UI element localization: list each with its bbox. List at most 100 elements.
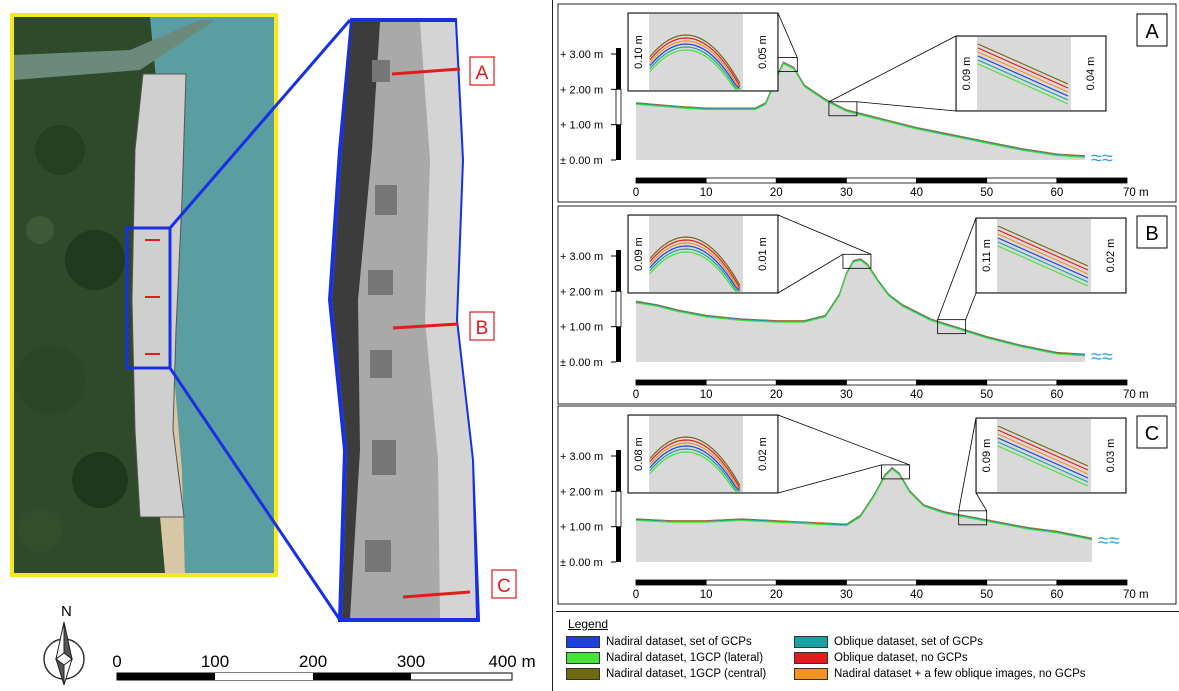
inset-locator <box>958 510 988 526</box>
x-axis-segment <box>1056 177 1128 184</box>
inset-line <box>997 245 1089 287</box>
x-axis-segment <box>775 177 847 184</box>
profile-charts-svg: + 3.00 m + 2.00 m + 1.00 m ± 0.00 m ≈≈ 0 10 20 3… <box>557 3 1177 605</box>
inset-line <box>997 433 1089 475</box>
y-tick-label: + 1.00 m <box>560 322 603 334</box>
inset-line <box>649 245 741 292</box>
inset-value-label: 0.04 m <box>1085 57 1097 91</box>
sea-wave-icon: ≈≈ <box>1091 346 1113 368</box>
inset-connector <box>958 417 977 511</box>
x-tick-label: 40 <box>910 187 923 199</box>
y-axis-bar-white <box>615 490 622 528</box>
legend-label: Nadiral dataset + a few oblique images, … <box>834 668 1086 680</box>
inset-line <box>649 43 741 90</box>
x-axis-segment <box>846 177 917 184</box>
x-axis-segment <box>916 579 988 586</box>
inset-line <box>649 436 741 486</box>
marker-label-c: C <box>497 576 511 597</box>
inset-line <box>977 55 1069 97</box>
map-panel: A B C N 0 100 200 300 400 m <box>0 0 553 691</box>
legend-label: Nadiral dataset, 1GCP (central) <box>606 668 767 680</box>
y-tick-label: ± 0.00 m <box>560 155 603 167</box>
inset-line <box>649 34 741 84</box>
profile-line <box>635 62 1085 158</box>
x-axis-segment <box>1056 379 1128 386</box>
x-tick-label: 30 <box>840 389 853 401</box>
profile-panel-a: + 3.00 m + 2.00 m + 1.00 m ± 0.00 m ≈≈ 0 10 20 3… <box>557 3 1177 203</box>
inset-line <box>649 40 741 90</box>
inset-line <box>997 225 1089 267</box>
x-tick-label: 60 <box>1050 389 1063 401</box>
panel-letter: C <box>1145 423 1159 445</box>
x-axis-segment <box>775 379 847 386</box>
legend-title: Legend <box>568 617 609 631</box>
inset-label-strip <box>977 419 997 492</box>
scale-tick-200: 200 <box>299 652 327 671</box>
inset-line <box>649 445 741 492</box>
legend-label: Nadiral dataset, set of GCPs <box>606 636 752 648</box>
x-tick-label: 0 <box>633 389 639 401</box>
y-tick-label: + 3.00 m <box>560 49 603 61</box>
x-tick-label: 70 m <box>1123 187 1149 199</box>
inset-label-strip <box>743 216 777 292</box>
inset-connector <box>777 12 798 58</box>
panel-letter-box <box>1136 13 1168 47</box>
panel-letter-box <box>1136 215 1168 249</box>
x-axis-segment <box>986 379 1058 386</box>
study-area-strip <box>131 73 187 518</box>
legend-swatch <box>566 668 600 680</box>
inset-line <box>649 251 740 292</box>
inset-locator <box>842 253 872 269</box>
zoomed-buildings <box>365 60 397 572</box>
inset-value-label: 0.01 m <box>757 237 769 271</box>
x-axis-segment <box>775 579 847 586</box>
inset-connector <box>777 464 882 494</box>
north-arrow-icon <box>43 621 85 686</box>
x-tick-label: 20 <box>770 187 783 199</box>
scale-tick-100: 100 <box>201 652 229 671</box>
inset-label-strip <box>1071 37 1105 110</box>
x-tick-label: 20 <box>770 389 783 401</box>
x-axis-segment <box>635 379 707 386</box>
y-axis-bar-white <box>615 290 622 328</box>
inset-line <box>977 43 1069 85</box>
x-tick-label: 10 <box>700 589 713 601</box>
legend-swatch <box>794 652 828 664</box>
zoomed-vegetation <box>332 22 380 618</box>
x-tick-label: 60 <box>1050 187 1063 199</box>
profile-line <box>635 468 1093 541</box>
inset-label-strip <box>977 219 997 292</box>
inset-line <box>649 439 741 489</box>
inset-line <box>997 233 1089 275</box>
zoomed-beach <box>420 22 476 618</box>
zoom-box <box>125 226 172 370</box>
legend-label: Oblique dataset, no GCPs <box>834 652 968 664</box>
sea-wave-icon: ≈≈ <box>1091 147 1113 169</box>
x-tick-label: 40 <box>910 589 923 601</box>
legend-swatch <box>566 636 600 648</box>
inset-line <box>997 229 1089 271</box>
inset-locator <box>937 319 967 335</box>
x-tick-label: 10 <box>700 389 713 401</box>
inset-value-label: 0.02 m <box>757 437 769 471</box>
inset-value-label: 0.09 m <box>981 439 993 473</box>
y-tick-label: + 2.00 m <box>560 84 603 96</box>
inset-line <box>977 47 1069 89</box>
x-axis-segment <box>916 379 988 386</box>
inset-value-label: 0.05 m <box>757 35 769 69</box>
legend-item-nadiral-lateral: Nadiral dataset, 1GCP (lateral) <box>566 652 763 664</box>
x-axis-segment <box>1056 579 1128 586</box>
inset-line <box>649 37 741 87</box>
x-axis-segment <box>705 579 777 586</box>
zoom-connector-bottom <box>168 367 342 621</box>
profile-charts: + 3.00 m + 2.00 m + 1.00 m ± 0.00 m ≈≈ 0 10 20 3… <box>556 0 1179 611</box>
legend-label: Oblique dataset, set of GCPs <box>834 636 983 648</box>
y-tick-label: + 1.00 m <box>560 522 603 534</box>
x-axis-segment <box>916 177 988 184</box>
x-axis-segment <box>635 177 707 184</box>
scale-tick-300: 300 <box>397 652 425 671</box>
profile-line <box>635 259 1085 356</box>
marker-label-a: A <box>476 63 489 84</box>
legend-item-oblique-set: Oblique dataset, set of GCPs <box>794 636 983 648</box>
scale-tick-400: 400 m <box>488 652 535 671</box>
